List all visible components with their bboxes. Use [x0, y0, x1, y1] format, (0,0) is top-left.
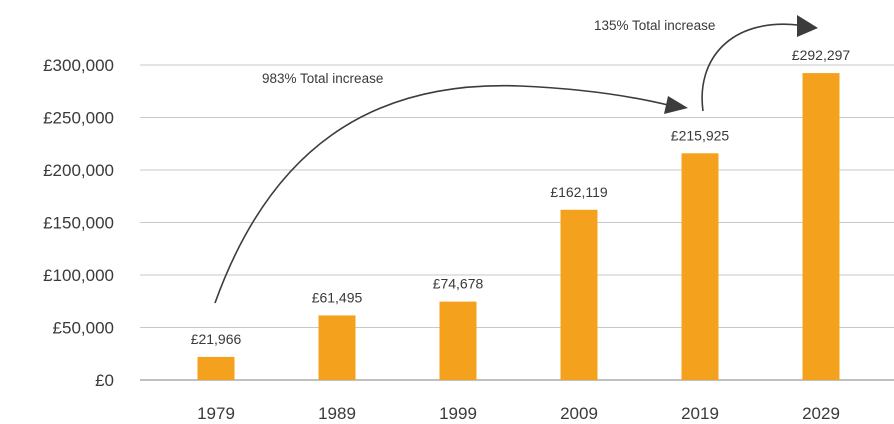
y-tick-label: £150,000	[43, 214, 114, 233]
x-tick-label-2009: 2009	[560, 404, 598, 423]
data-label-2019: £215,925	[671, 127, 730, 143]
y-tick-label: £0	[95, 371, 114, 390]
y-tick-label: £50,000	[53, 319, 114, 338]
arc-983-increase	[214, 84, 673, 304]
x-tick-label-1979: 1979	[197, 404, 235, 423]
data-label-2029: £292,297	[792, 47, 851, 63]
bar-1979	[197, 356, 235, 380]
arrowhead-135-icon	[797, 15, 818, 37]
y-tick-label: £300,000	[43, 56, 114, 75]
bar-2009	[560, 209, 598, 380]
annotation-arrow-983	[214, 84, 688, 304]
bars	[197, 73, 840, 381]
data-label-2009: £162,119	[550, 184, 608, 200]
x-tick-label-1989: 1989	[318, 404, 356, 423]
bar-1999	[439, 301, 477, 380]
data-label-1999: £74,678	[433, 276, 484, 292]
arrowhead-983-icon	[664, 96, 688, 114]
annotation-983-increase: 983% Total increase	[262, 71, 383, 86]
x-axis: 1979 1989 1999 2009 2019 2029	[197, 404, 840, 423]
y-tick-label: £200,000	[43, 161, 114, 180]
x-tick-label-1999: 1999	[439, 404, 477, 423]
data-label-1979: £21,966	[191, 331, 242, 347]
y-tick-label: £100,000	[43, 266, 114, 285]
y-tick-label: £250,000	[43, 109, 114, 128]
arc-135-increase	[701, 23, 799, 112]
bar-2029	[802, 73, 840, 381]
grid-layer	[140, 64, 894, 381]
x-tick-label-2029: 2029	[802, 404, 840, 423]
bar-2019	[681, 153, 719, 380]
annotation-arrow-135	[701, 15, 818, 112]
data-labels: £21,966 £61,495 £74,678 £162,119 £215,925 £29…	[191, 47, 851, 347]
y-axis: £0 £50,000 £100,000 £150,000 £200,000 £250,00…	[43, 56, 114, 390]
annotation-135-increase: 135% Total increase	[594, 18, 715, 33]
bar-1989	[318, 315, 356, 380]
data-label-1989: £61,495	[312, 289, 363, 305]
x-tick-label-2019: 2019	[681, 404, 719, 423]
